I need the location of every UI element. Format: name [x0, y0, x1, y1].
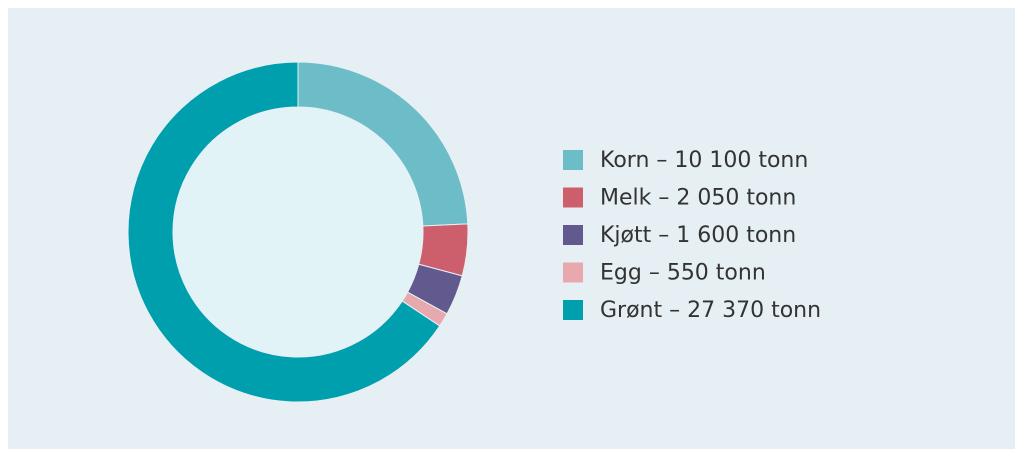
legend-swatch [563, 300, 583, 320]
legend-swatch [563, 262, 583, 283]
legend-label: Korn – 10 100 tonn [600, 148, 808, 173]
legend-label: Egg – 550 tonn [600, 261, 766, 286]
legend-swatch [563, 225, 583, 245]
legend-swatch [563, 150, 583, 170]
donut-hole [173, 107, 423, 357]
legend-label: Melk – 2 050 tonn [600, 186, 796, 211]
legend-label: Grønt – 27 370 tonn [600, 298, 821, 323]
donut-slice [127, 61, 441, 403]
legend-label: Kjøtt – 1 600 tonn [600, 223, 796, 248]
legend-swatch [563, 187, 583, 208]
